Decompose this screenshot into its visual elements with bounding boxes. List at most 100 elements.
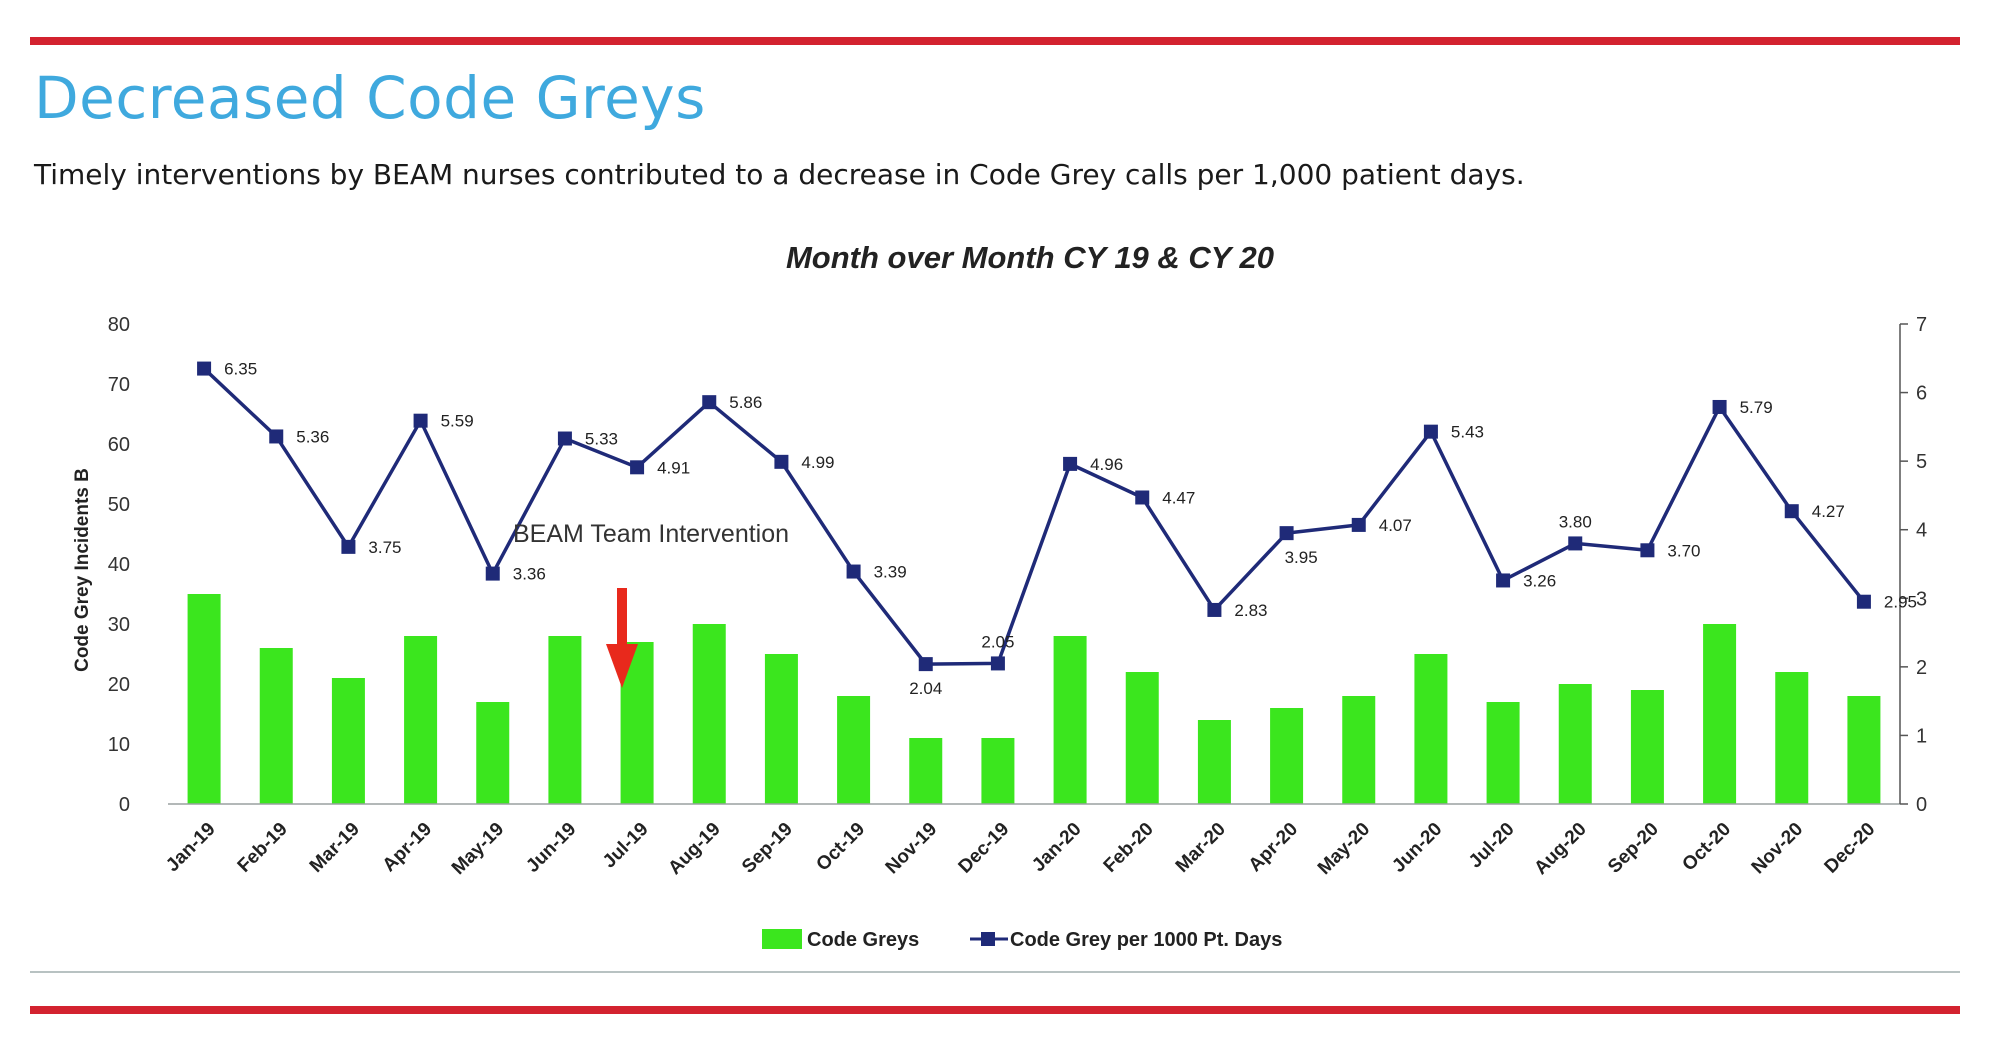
rate-data-label: 2.04 [909, 679, 942, 698]
rate-marker-mar-19 [341, 539, 356, 554]
rate-marker-feb-19 [269, 429, 284, 444]
y-tick-label: 80 [108, 314, 130, 336]
x-tick-label: Feb-19 [234, 819, 292, 877]
rate-data-label: 4.99 [801, 453, 834, 472]
y-tick-label: 10 [108, 734, 130, 756]
x-tick-label: Sep-20 [1604, 819, 1663, 878]
rate-marker-apr-20 [1279, 526, 1294, 541]
bar-nov-19 [909, 738, 943, 804]
rate-data-label: 3.36 [513, 565, 546, 584]
code-grey-chart: Month over Month CY 19 & CY 20 0 10 20 30 40… [72, 240, 1927, 951]
y2-tick-label: 0 [1916, 794, 1927, 816]
x-tick-label: Nov-20 [1748, 819, 1808, 879]
bars-layer [187, 594, 1881, 804]
rate-marker-jan-20 [1063, 456, 1078, 471]
x-tick-label: Nov-19 [882, 819, 942, 879]
x-tick-label: Jan-20 [1028, 819, 1085, 876]
x-tick-label: Apr-20 [1245, 819, 1302, 876]
y-tick-label: 30 [108, 614, 130, 636]
rate-marker-dec-20 [1856, 594, 1871, 609]
y-tick-label: 40 [108, 554, 130, 576]
y-tick-label: 60 [108, 434, 130, 456]
rate-marker-oct-19 [846, 564, 861, 579]
page-subtitle: Timely interventions by BEAM nurses cont… [34, 158, 1525, 191]
rate-data-label: 3.39 [874, 563, 907, 582]
bar-jun-20 [1414, 654, 1448, 804]
x-tick-label: Jul-19 [599, 819, 653, 873]
rate-marker-nov-19 [918, 657, 933, 672]
y2-tick-label: 4 [1916, 520, 1927, 542]
labels-layer: 6.35 5.36 3.75 5.59 3.36 5.33 4.91 5.86 4.99 3.39… [224, 360, 1917, 699]
rate-data-label: 4.96 [1090, 455, 1123, 474]
x-tick-label: Jul-20 [1465, 819, 1519, 873]
rate-marker-sep-20 [1640, 543, 1655, 558]
rate-data-label: 3.80 [1559, 512, 1592, 531]
bottom-accent-rule [30, 1006, 1960, 1014]
bar-oct-19 [837, 696, 871, 804]
rate-data-label: 3.95 [1285, 548, 1318, 567]
rate-data-label: 3.26 [1523, 571, 1556, 590]
x-tick-label: Oct-20 [1678, 819, 1735, 876]
page-title: Decreased Code Greys [34, 64, 706, 132]
rate-marker-jun-20 [1423, 424, 1438, 439]
x-tick-label: Sep-19 [738, 819, 797, 878]
rate-marker-aug-20 [1568, 536, 1583, 551]
y2-tick-label: 7 [1916, 314, 1927, 336]
rate-marker-jun-19 [557, 431, 572, 446]
y-tick-label: 70 [108, 374, 130, 396]
rate-data-label: 3.75 [368, 538, 401, 557]
bar-dec-19 [981, 738, 1015, 804]
bar-feb-20 [1125, 672, 1159, 804]
x-tick-label: Mar-19 [306, 819, 364, 877]
bar-jan-19 [187, 594, 221, 804]
rate-marker-jul-19 [630, 460, 645, 475]
rate-marker-aug-19 [702, 395, 717, 410]
bar-sep-19 [764, 654, 798, 804]
chart-title: Month over Month CY 19 & CY 20 [786, 240, 1274, 275]
rate-data-label: 2.95 [1884, 593, 1917, 612]
bar-sep-20 [1630, 690, 1664, 804]
x-tick-label: Aug-19 [664, 819, 724, 879]
bar-aug-20 [1558, 684, 1592, 804]
y-tick-label: 50 [108, 494, 130, 516]
y2-tick-label: 5 [1916, 451, 1927, 473]
bar-apr-19 [404, 636, 438, 804]
y-tick-label: 20 [108, 674, 130, 696]
bottom-divider [30, 971, 1960, 973]
bar-may-20 [1342, 696, 1376, 804]
rate-series-line [202, 367, 1866, 666]
rate-data-label: 6.35 [224, 360, 257, 379]
rate-data-label: 2.05 [981, 632, 1014, 651]
bar-jun-19 [548, 636, 582, 804]
top-accent-rule [30, 37, 1960, 45]
legend-label-rate: Code Grey per 1000 Pt. Days [1010, 929, 1282, 951]
rate-marker-sep-19 [774, 454, 789, 469]
bar-aug-19 [692, 624, 726, 804]
chart-legend: Code Greys Code Grey per 1000 Pt. Days [762, 929, 1282, 951]
legend-label-code-greys: Code Greys [807, 929, 919, 951]
y-axis-label: Code Grey Incidents B [72, 468, 93, 672]
x-tick-label: Aug-20 [1530, 819, 1590, 879]
x-tick-label: Feb-20 [1100, 819, 1158, 877]
rate-data-label: 4.47 [1162, 488, 1195, 507]
x-tick-label: Oct-19 [812, 819, 869, 876]
x-tick-label: Mar-20 [1172, 819, 1230, 877]
x-tick-label: May-20 [1314, 819, 1374, 879]
rate-data-label: 4.27 [1812, 502, 1845, 521]
bar-apr-20 [1270, 708, 1304, 804]
bar-mar-19 [331, 678, 365, 804]
rate-data-label: 4.91 [657, 458, 690, 477]
rate-marker-dec-19 [990, 656, 1005, 671]
rate-marker-nov-20 [1784, 504, 1799, 519]
bar-jul-20 [1486, 702, 1520, 804]
y2-tick-label: 1 [1916, 725, 1927, 747]
y2-tick-label: 2 [1916, 657, 1927, 679]
rate-data-label: 5.79 [1740, 398, 1773, 417]
rate-data-label: 2.83 [1234, 601, 1267, 620]
annotation-beam-intervention: BEAM Team Intervention [513, 520, 789, 548]
bar-feb-19 [259, 648, 293, 804]
bar-jan-20 [1053, 636, 1087, 804]
rate-data-label: 5.86 [729, 393, 762, 412]
x-tick-label: Apr-19 [379, 819, 436, 876]
rate-marker-may-20 [1351, 517, 1366, 532]
